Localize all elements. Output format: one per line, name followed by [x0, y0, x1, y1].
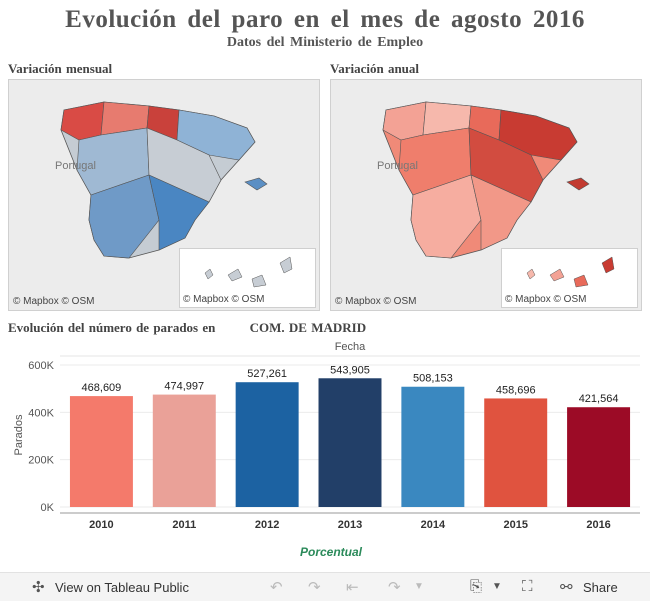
bar-value-label: 468,609: [82, 382, 122, 394]
revert-icon[interactable]: ⇤: [346, 579, 359, 596]
canary-inset: [501, 248, 638, 308]
x-tick-label: 2010: [89, 519, 113, 531]
monthly-inset-credit: © Mapbox © OSM: [183, 294, 265, 305]
canary-islands-annual: [526, 256, 615, 288]
page-title: Evolución del paro en el mes de agosto 2…: [65, 6, 585, 33]
download-icon[interactable]: ⎘: [470, 578, 483, 595]
canary-islands-monthly: [204, 256, 293, 288]
canary-inset: [179, 248, 316, 308]
annual-map-credit: © Mapbox © OSM: [335, 296, 417, 307]
chart-title: Fecha: [335, 341, 366, 353]
annual-map[interactable]: Portugal © Mapbox © OSM © Mapbox © OSM: [330, 79, 642, 311]
y-tick-label: 600K: [28, 360, 54, 372]
redo-icon[interactable]: ↷: [308, 579, 321, 596]
monthly-map-canvas: [60, 101, 268, 259]
bar-value-label: 527,261: [247, 368, 287, 380]
tableau-icon[interactable]: ✣: [32, 579, 45, 596]
bar-2012[interactable]: [235, 382, 299, 507]
x-tick-label: 2015: [503, 519, 527, 531]
x-tick-label: 2012: [255, 519, 279, 531]
x-tick-label: 2011: [172, 519, 196, 531]
y-tick-label: 200K: [28, 455, 54, 467]
bar-2013[interactable]: [318, 378, 382, 507]
fullscreen-icon[interactable]: ⛶: [522, 578, 533, 595]
annual-map-title: Variación anual: [330, 61, 420, 76]
tableau-toolbar: ✣ View on Tableau Public ↶ ↷ ⇤ ↷ ▼ ⎘ ▼ ⛶…: [0, 572, 650, 601]
bar-chart: Fecha Parados 0K 200K 400K 600K 468,609 2010 4…: [0, 335, 650, 535]
monthly-map-title: Variación mensual: [8, 61, 113, 76]
chevron-down-icon[interactable]: ▼: [492, 581, 502, 592]
y-axis-title: Parados: [13, 414, 25, 455]
bar-value-label: 458,696: [496, 384, 536, 396]
balearic-islands[interactable]: [566, 177, 590, 191]
bar-2011[interactable]: [152, 394, 216, 507]
annual-map-canvas: [382, 101, 590, 259]
bar-value-label: 508,153: [413, 373, 453, 385]
share-button[interactable]: Share: [583, 580, 618, 595]
annual-inset-credit: © Mapbox © OSM: [505, 294, 587, 305]
region-south-east[interactable]: [148, 174, 210, 251]
monthly-map[interactable]: Portugal © Mapbox © OSM © Mapbox © OSM: [8, 79, 320, 311]
forward-icon[interactable]: ↷: [388, 579, 401, 596]
region-south-east[interactable]: [470, 174, 532, 251]
bar-value-label: 474,997: [164, 381, 204, 393]
bar-value-label: 543,905: [330, 364, 370, 376]
region-selector[interactable]: COM. DE MADRID: [249, 320, 367, 335]
y-tick-label: 400K: [28, 407, 54, 419]
undo-icon[interactable]: ↶: [270, 579, 283, 596]
page-subtitle: Datos del Ministerio de Empleo: [226, 35, 424, 50]
portugal-label: Portugal: [55, 160, 96, 172]
bar-2010[interactable]: [69, 396, 133, 507]
x-tick-label: 2014: [421, 519, 446, 531]
bar-2015[interactable]: [484, 398, 548, 507]
bar-section-prefix: Evolución del número de parados en: [8, 320, 216, 335]
x-tick-label: 2016: [586, 519, 610, 531]
y-tick-label: 0K: [41, 502, 55, 514]
bar-2014[interactable]: [401, 386, 465, 507]
x-tick-label: 2013: [338, 519, 362, 531]
share-icon[interactable]: ⚯: [560, 579, 573, 596]
bar-value-label: 421,564: [579, 393, 619, 405]
bar-chart-svg: Fecha Parados 0K 200K 400K 600K 468,609 2010 4…: [13, 341, 640, 531]
view-on-tableau-link[interactable]: View on Tableau Public: [55, 580, 189, 595]
bar-2016[interactable]: [567, 407, 631, 507]
portugal-label: Portugal: [377, 160, 418, 172]
chevron-down-icon[interactable]: ▼: [414, 581, 424, 592]
monthly-map-credit: © Mapbox © OSM: [13, 296, 95, 307]
balearic-islands[interactable]: [244, 177, 268, 191]
bar-section-title: Evolución del número de parados en COM. …: [8, 320, 366, 336]
porcentual-logo: Porcentual: [300, 545, 363, 559]
